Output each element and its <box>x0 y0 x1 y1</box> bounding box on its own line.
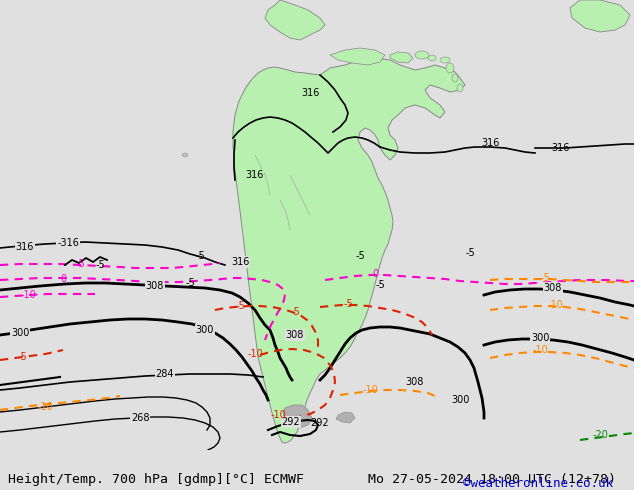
Text: -10: -10 <box>20 290 36 300</box>
Text: 316: 316 <box>16 242 34 252</box>
Text: Mo 27-05-2024 18:00 UTC (12+78): Mo 27-05-2024 18:00 UTC (12+78) <box>368 473 616 486</box>
Text: -10: -10 <box>270 410 286 420</box>
Text: 316: 316 <box>481 138 499 148</box>
Text: 308: 308 <box>406 377 424 387</box>
Text: -316: -316 <box>57 238 79 248</box>
Text: 300: 300 <box>11 328 29 338</box>
Polygon shape <box>233 58 465 443</box>
Polygon shape <box>390 52 413 63</box>
Text: -5: -5 <box>185 278 195 288</box>
Polygon shape <box>330 48 385 65</box>
Text: -5: -5 <box>95 260 105 270</box>
Text: -5: -5 <box>465 248 475 258</box>
Text: 300: 300 <box>196 325 214 335</box>
Text: 300: 300 <box>451 395 469 405</box>
Polygon shape <box>336 412 355 423</box>
Text: 300: 300 <box>531 333 549 343</box>
Text: 308: 308 <box>286 330 304 340</box>
Text: 308: 308 <box>544 283 562 293</box>
Polygon shape <box>265 0 325 40</box>
Text: -5: -5 <box>343 299 353 309</box>
Ellipse shape <box>415 51 429 59</box>
Text: 284: 284 <box>156 369 174 379</box>
Text: -5: -5 <box>75 259 85 269</box>
Ellipse shape <box>182 153 188 157</box>
Text: -5: -5 <box>195 251 205 261</box>
Text: -5: -5 <box>355 251 365 261</box>
Text: -10: -10 <box>362 385 378 395</box>
Text: 268: 268 <box>131 413 149 423</box>
Text: Height/Temp. 700 hPa [gdmp][°C] ECMWF: Height/Temp. 700 hPa [gdmp][°C] ECMWF <box>8 473 304 486</box>
Text: -5: -5 <box>235 301 245 311</box>
Text: -10: -10 <box>547 300 563 310</box>
Text: 316: 316 <box>245 170 263 180</box>
Text: -5: -5 <box>17 352 27 362</box>
Text: ©weatheronline.co.uk: ©weatheronline.co.uk <box>463 477 613 490</box>
Ellipse shape <box>428 55 436 61</box>
Text: 292: 292 <box>311 418 329 428</box>
Text: 0: 0 <box>372 269 378 279</box>
Text: -10: -10 <box>37 402 53 412</box>
Ellipse shape <box>440 57 450 63</box>
Text: -10: -10 <box>532 345 548 355</box>
Text: -5: -5 <box>540 273 550 283</box>
Ellipse shape <box>457 84 463 92</box>
Text: 316: 316 <box>551 143 569 153</box>
Ellipse shape <box>446 63 454 73</box>
Text: -5: -5 <box>290 307 300 317</box>
Text: 0: 0 <box>60 274 66 284</box>
Text: 316: 316 <box>231 257 249 267</box>
Polygon shape <box>283 405 312 428</box>
Text: -20: -20 <box>592 430 608 440</box>
Polygon shape <box>570 0 630 32</box>
Text: -10: -10 <box>247 349 263 359</box>
Ellipse shape <box>452 74 458 82</box>
Text: -5: -5 <box>375 280 385 290</box>
Text: 316: 316 <box>301 88 319 98</box>
Text: 292: 292 <box>281 417 301 427</box>
Text: 308: 308 <box>146 281 164 291</box>
